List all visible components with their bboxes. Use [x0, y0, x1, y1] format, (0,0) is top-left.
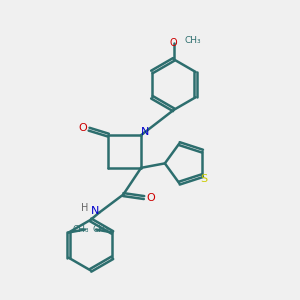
Text: H: H [81, 203, 88, 213]
Text: N: N [141, 127, 150, 137]
Text: CH₃: CH₃ [72, 225, 89, 234]
Text: O: O [146, 193, 155, 202]
Text: O: O [170, 38, 178, 48]
Text: N: N [91, 206, 99, 216]
Text: S: S [200, 174, 208, 184]
Text: CH₃: CH₃ [184, 35, 201, 44]
Text: O: O [79, 123, 88, 133]
Text: CH₃: CH₃ [92, 225, 109, 234]
